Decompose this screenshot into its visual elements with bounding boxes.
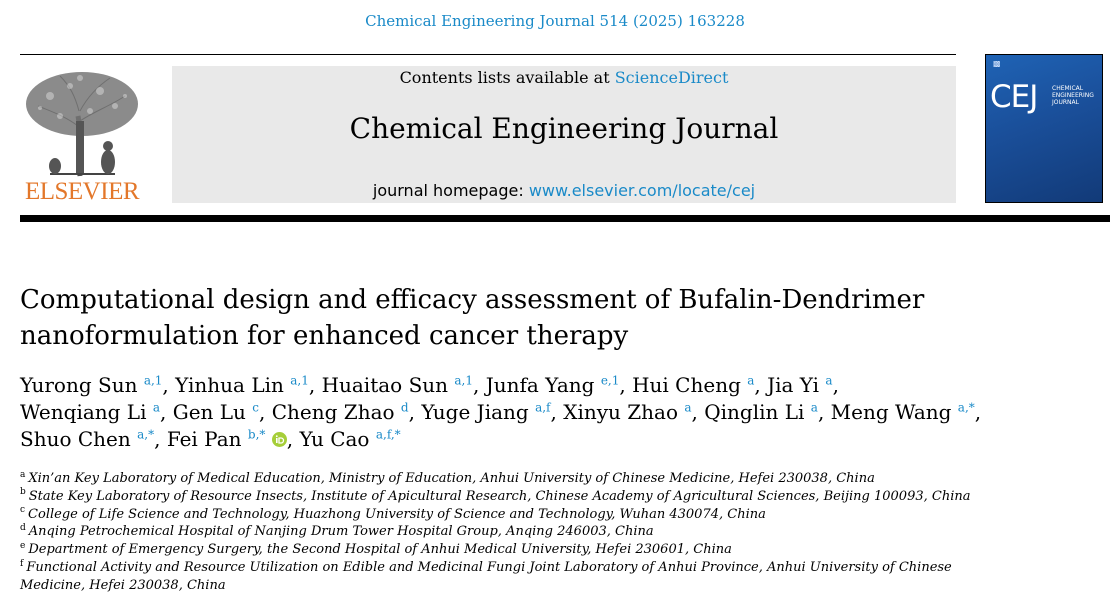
author-entry: Meng Wang a,*	[831, 400, 975, 424]
author-affiliation-marker[interactable]: a,*	[137, 427, 155, 442]
author-name[interactable]: Shuo Chen	[20, 427, 131, 451]
author-affiliation-marker[interactable]: b,*	[247, 427, 266, 442]
header-divider	[20, 215, 1110, 222]
contents-line: Contents lists available at ScienceDirec…	[172, 68, 956, 87]
affiliation-marker: b	[20, 487, 26, 498]
author-affiliation-marker[interactable]: a	[825, 373, 833, 388]
author-entry: Xinyu Zhao a	[563, 400, 691, 424]
author-affiliation-marker[interactable]: a	[152, 400, 160, 415]
journal-header-box: Contents lists available at ScienceDirec…	[172, 66, 956, 203]
author-entry: Cheng Zhao d	[272, 400, 409, 424]
orcid-icon[interactable]	[271, 432, 287, 447]
author-affiliation-marker[interactable]: a	[747, 373, 755, 388]
affiliation-text: State Key Laboratory of Resource Insects…	[28, 488, 971, 504]
author-name[interactable]: Gen Lu	[172, 400, 246, 424]
author-name[interactable]: Yu Cao	[299, 427, 370, 451]
affiliation-item: e Department of Emergency Surgery, the Se…	[20, 541, 980, 559]
affiliation-marker: d	[20, 523, 26, 534]
author-entry: Gen Lu c	[173, 400, 259, 424]
journal-title: Chemical Engineering Journal	[349, 112, 779, 145]
author-name[interactable]: Yurong Sun	[20, 373, 138, 397]
author-affiliation-marker[interactable]: a,f	[535, 400, 551, 415]
affiliation-text: Functional Activity and Resource Utiliza…	[20, 559, 952, 593]
author-name[interactable]: Meng Wang	[830, 400, 952, 424]
elsevier-tree-logo-icon	[20, 66, 144, 206]
homepage-line: journal homepage: www.elsevier.com/locat…	[172, 181, 956, 200]
contents-prefix: Contents lists available at	[399, 68, 610, 87]
affiliation-item: f Functional Activity and Resource Utiliz…	[20, 559, 980, 595]
author-affiliation-marker[interactable]: a,1	[143, 373, 163, 388]
affiliation-marker: f	[20, 558, 24, 569]
affiliation-item: a Xin’an Key Laboratory of Medical Educat…	[20, 470, 980, 488]
affiliation-text: Xin’an Key Laboratory of Medical Educati…	[28, 471, 875, 486]
affiliation-item: c College of Life Science and Technology,…	[20, 506, 980, 524]
author-affiliation-marker[interactable]: c	[252, 400, 260, 415]
affiliation-marker: a	[20, 469, 26, 480]
author-entry: Huaitao Sun a,1	[322, 373, 473, 397]
author-affiliation-marker[interactable]: e,1	[600, 373, 620, 388]
author-name[interactable]: Xinyu Zhao	[563, 400, 678, 424]
author-entry: Yinhua Lin a,1	[175, 373, 309, 397]
author-name[interactable]: Fei Pan	[166, 427, 242, 451]
journal-cover-image[interactable]: ▩ CEJ CHEMICAL ENGINEERING JOURNAL	[985, 54, 1103, 203]
author-name[interactable]: Yinhua Lin	[175, 373, 284, 397]
affiliation-item: b State Key Laboratory of Resource Insect…	[20, 488, 980, 506]
affiliation-text: Department of Emergency Surgery, the Sec…	[28, 542, 732, 558]
article-title: Computational design and efficacy assess…	[20, 285, 925, 351]
author-entry: Shuo Chen a,*	[20, 427, 154, 451]
author-name[interactable]: Cheng Zhao	[271, 400, 395, 424]
journal-citation-link[interactable]: Chemical Engineering Journal 514 (2025) …	[365, 12, 745, 30]
top-divider	[20, 54, 956, 55]
author-name[interactable]: Wenqiang Li	[20, 400, 147, 424]
homepage-prefix: journal homepage:	[372, 181, 524, 200]
affiliation-list: a Xin’an Key Laboratory of Medical Educat…	[20, 470, 980, 595]
author-name[interactable]: Hui Cheng	[632, 373, 741, 397]
author-entry: Hui Cheng a	[632, 373, 754, 397]
cover-full-name: CHEMICAL ENGINEERING JOURNAL	[1052, 85, 1094, 106]
journal-homepage-link[interactable]: www.elsevier.com/locate/cej	[528, 181, 756, 200]
author-affiliation-marker[interactable]: a	[684, 400, 692, 415]
author-entry: Fei Pan b,*	[167, 427, 287, 451]
author-entry: Qinglin Li a	[704, 400, 818, 424]
author-name[interactable]: Junfa Yang	[485, 373, 595, 397]
author-entry: Jia Yi a	[767, 373, 832, 397]
author-entry: Wenqiang Li a	[20, 400, 160, 424]
affiliation-item: d Anqing Petrochemical Hospital of Nanjin…	[20, 523, 980, 541]
author-list: Yurong Sun a,1, Yinhua Lin a,1, Huaitao …	[20, 373, 982, 451]
cover-abbreviation: CEJ	[990, 79, 1038, 115]
author-entry: Yurong Sun a,1	[20, 373, 162, 397]
author-name[interactable]: Jia Yi	[767, 373, 820, 397]
author-affiliation-marker[interactable]: a	[810, 400, 818, 415]
affiliation-text: College of Life Science and Technology, …	[28, 506, 766, 522]
publisher-name: ELSEVIER	[24, 178, 140, 205]
author-entry: Junfa Yang e,1	[486, 373, 620, 397]
author-affiliation-marker[interactable]: a,1	[290, 373, 309, 388]
author-name[interactable]: Yuge Jiang	[421, 400, 529, 424]
cover-elsevier-icon: ▩	[993, 59, 1001, 68]
author-affiliation-marker[interactable]: d	[400, 400, 409, 415]
affiliation-text: Anqing Petrochemical Hospital of Nanjing…	[28, 524, 654, 540]
affiliation-marker: c	[20, 505, 26, 516]
author-affiliation-marker[interactable]: a,*	[957, 400, 975, 415]
author-affiliation-marker[interactable]: a,f,*	[375, 427, 401, 442]
author-name[interactable]: Qinglin Li	[704, 400, 805, 424]
author-entry: Yuge Jiang a,f	[421, 400, 550, 424]
author-entry: Yu Cao a,f,*	[300, 427, 401, 451]
author-name[interactable]: Huaitao Sun	[321, 373, 449, 397]
affiliation-marker: e	[20, 540, 26, 551]
sciencedirect-link[interactable]: ScienceDirect	[614, 68, 729, 87]
author-affiliation-marker[interactable]: a,1	[454, 373, 473, 388]
